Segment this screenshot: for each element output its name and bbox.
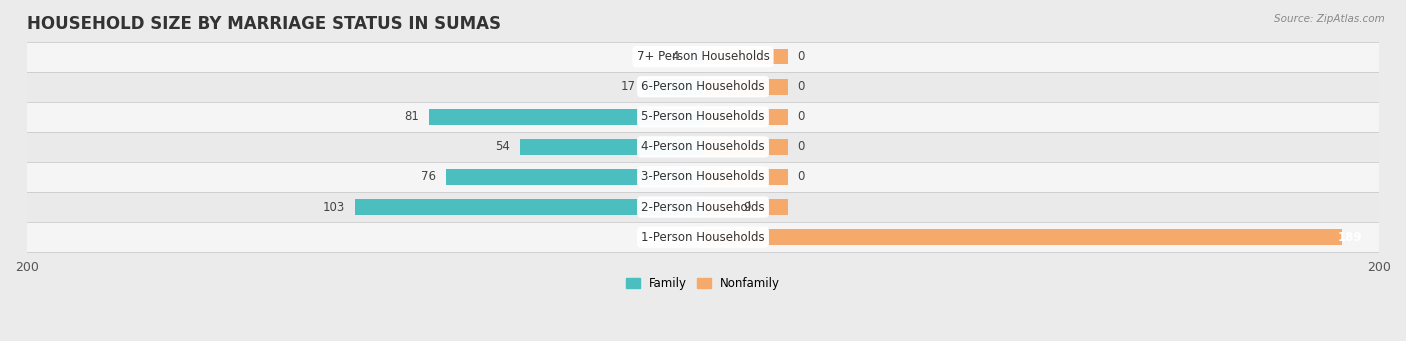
Text: 4: 4 <box>672 50 679 63</box>
Text: 76: 76 <box>420 170 436 183</box>
Bar <box>645 79 703 94</box>
Bar <box>703 49 787 64</box>
Text: 5-Person Households: 5-Person Households <box>641 110 765 123</box>
Text: 2-Person Households: 2-Person Households <box>641 201 765 213</box>
Bar <box>354 199 703 215</box>
Bar <box>27 222 1379 252</box>
Text: 189: 189 <box>1337 231 1362 243</box>
Text: 81: 81 <box>404 110 419 123</box>
Bar <box>429 109 703 124</box>
Bar <box>27 132 1379 162</box>
Bar <box>703 79 787 94</box>
Text: 103: 103 <box>322 201 344 213</box>
Text: 0: 0 <box>797 50 806 63</box>
Legend: Family, Nonfamily: Family, Nonfamily <box>621 272 785 295</box>
Bar <box>27 102 1379 132</box>
Bar <box>27 162 1379 192</box>
Text: HOUSEHOLD SIZE BY MARRIAGE STATUS IN SUMAS: HOUSEHOLD SIZE BY MARRIAGE STATUS IN SUM… <box>27 15 501 33</box>
Bar <box>703 199 787 215</box>
Text: 0: 0 <box>797 170 806 183</box>
Bar <box>703 139 787 155</box>
Bar <box>703 169 787 185</box>
Text: 54: 54 <box>495 140 510 153</box>
Text: 17: 17 <box>620 80 636 93</box>
Text: 1-Person Households: 1-Person Households <box>641 231 765 243</box>
Bar <box>520 139 703 155</box>
Text: 0: 0 <box>797 110 806 123</box>
Text: 3-Person Households: 3-Person Households <box>641 170 765 183</box>
Text: 4-Person Households: 4-Person Households <box>641 140 765 153</box>
Text: 0: 0 <box>797 140 806 153</box>
Bar <box>446 169 703 185</box>
Text: Source: ZipAtlas.com: Source: ZipAtlas.com <box>1274 14 1385 24</box>
Bar <box>27 72 1379 102</box>
Text: 0: 0 <box>797 80 806 93</box>
Bar <box>689 49 703 64</box>
Bar <box>27 192 1379 222</box>
Text: 7+ Person Households: 7+ Person Households <box>637 50 769 63</box>
Text: 9: 9 <box>744 201 751 213</box>
Bar <box>703 229 1341 245</box>
Bar <box>703 109 787 124</box>
Text: 6-Person Households: 6-Person Households <box>641 80 765 93</box>
Bar <box>27 42 1379 72</box>
